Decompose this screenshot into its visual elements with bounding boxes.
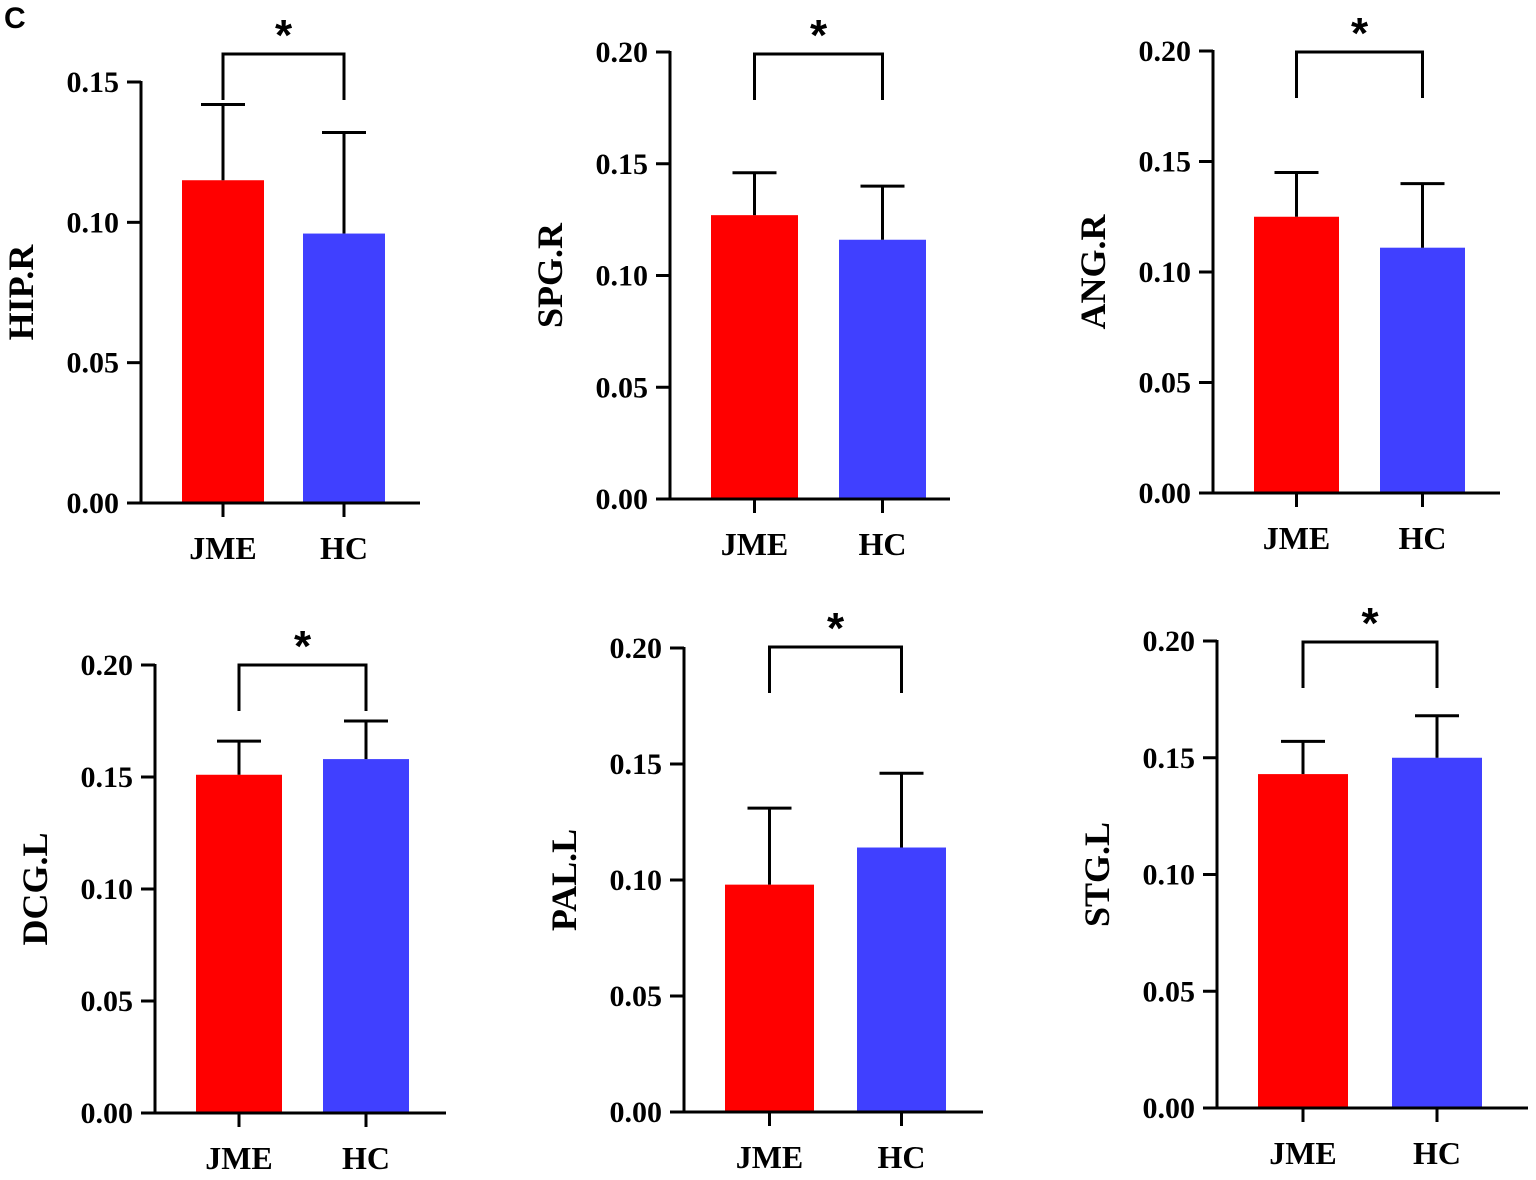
y-tick-label: 0.10 [596,260,649,293]
y-tick-label: 0.05 [1139,367,1192,400]
significance-bracket [221,52,346,100]
y-tick-label: 0.15 [1139,146,1192,179]
x-tick-label-hc: HC [342,1140,390,1176]
x-tick-label-hc: HC [320,530,368,566]
y-tick-label: 0.05 [610,980,663,1013]
y-tick-label: 0.15 [67,66,120,99]
y-tick-label: 0.10 [1139,256,1192,289]
bar-jme [1254,216,1339,493]
y-tick-label: 0.00 [81,1097,134,1130]
x-tick-label-hc: HC [1399,520,1447,556]
bar-jme [1258,774,1348,1108]
significance-star: * [810,11,828,60]
bar-hc [1392,757,1482,1108]
y-tick-label: 0.20 [596,36,649,69]
y-tick-label: 0.15 [1143,742,1196,775]
significance-star: * [1351,9,1369,58]
y-tick-label: 0.20 [1143,625,1196,658]
chart-ang-r: 0.00 0.05 0.10 0.15 0.20 JME HC ANG.R * [1073,9,1500,556]
y-tick-label: 0.00 [1139,477,1192,510]
significance-bracket [753,52,884,100]
y-tick-label: 0.00 [1143,1092,1196,1125]
y-axis-label: DCG.L [15,832,55,945]
bar-jme [711,215,798,499]
y-tick-label: 0.05 [67,347,120,380]
chart-dcg-l: 0.00 0.05 0.10 0.15 0.20 JME HC DCG.L * [15,622,446,1176]
significance-star: * [275,11,293,60]
significance-star: * [1361,599,1379,648]
bar-jme [725,884,814,1112]
panel-label: C [4,2,26,35]
y-tick-label: 0.00 [596,483,649,516]
x-tick-label-hc: HC [859,526,907,562]
y-tick-label: 0.20 [610,632,663,665]
y-tick-label: 0.05 [81,985,134,1018]
significance-bracket [1295,50,1424,98]
y-tick-label: 0.00 [610,1096,663,1129]
y-tick-label: 0.05 [596,371,649,404]
y-tick-label: 0.10 [67,206,120,239]
y-tick-label: 0.15 [81,761,134,794]
x-tick-label-hc: HC [878,1139,926,1175]
bar-hc [1380,247,1465,493]
significance-bracket [768,645,903,693]
y-axis-label: STG.L [1077,822,1117,927]
y-tick-label: 0.10 [81,873,134,906]
chart-hip-r: 0.00 0.05 0.10 0.15 JME HC HIP.R * [1,11,420,566]
x-tick-label-jme: JME [1269,1135,1337,1171]
bar-hc [857,847,946,1112]
bar-hc [839,239,926,500]
y-tick-label: 0.20 [1139,35,1192,68]
x-tick-label-jme: JME [189,530,257,566]
y-axis-label: ANG.R [1073,214,1113,330]
significance-star: * [827,604,845,653]
significance-star: * [294,622,312,671]
x-tick-label-jme: JME [736,1139,804,1175]
y-axis-label: HIP.R [1,244,41,341]
x-tick-label-jme: JME [721,526,789,562]
y-tick-label: 0.15 [596,148,649,181]
x-tick-label-jme: JME [1263,520,1331,556]
y-tick-label: 0.20 [81,649,134,682]
y-axis-label: SPG.R [530,222,570,328]
significance-bracket [1301,640,1439,688]
y-axis-label: PAL.L [544,829,584,931]
chart-pal-l: 0.00 0.05 0.10 0.15 0.20 JME HC PAL.L * [544,604,983,1175]
chart-spg-r: 0.00 0.05 0.10 0.15 0.20 JME HC SPG.R * [530,11,950,562]
x-tick-label-hc: HC [1413,1135,1461,1171]
significance-bracket [237,663,368,711]
chart-stg-l: 0.00 0.05 0.10 0.15 0.20 JME HC STG.L * [1077,599,1528,1171]
y-tick-label: 0.10 [1143,859,1196,892]
bar-hc [323,759,409,1113]
bar-hc [303,233,385,503]
x-tick-label-jme: JME [205,1140,273,1176]
bar-jme [182,180,264,503]
y-tick-label: 0.00 [67,487,120,520]
y-tick-label: 0.15 [610,748,663,781]
y-tick-label: 0.05 [1143,975,1196,1008]
bar-jme [196,774,282,1113]
y-tick-label: 0.10 [610,864,663,897]
